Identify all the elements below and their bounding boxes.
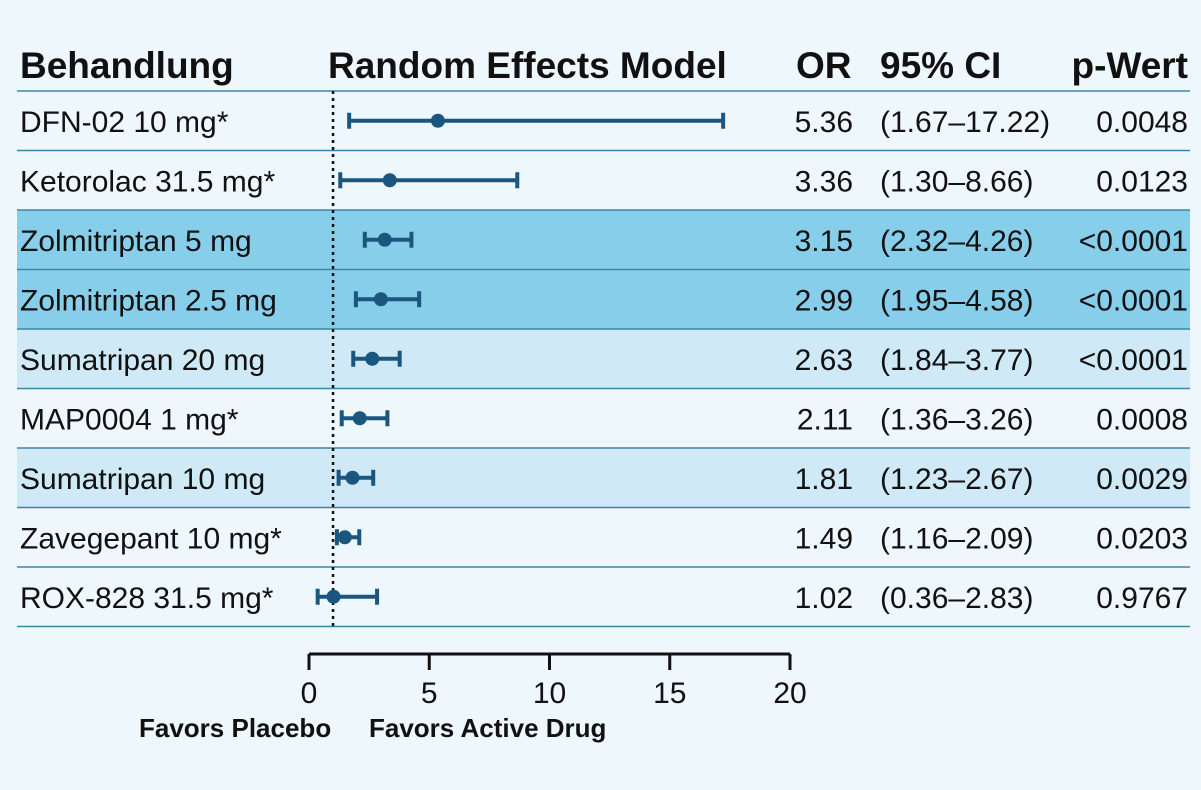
rows: DFN-02 10 mg* 5.36 (1.67–17.22) 0.0048 Ketor… [20,106,1188,615]
p-value: 0.9767 [1096,582,1188,615]
table-row: Sumatripan 20 mg 2.63 (1.84–3.77) <0.0001 [20,344,1188,377]
p-value: <0.0001 [1079,344,1188,377]
odds-ratio-value: 5.36 [795,106,853,139]
row-highlight [17,329,1190,389]
header-ci: 95% CI [880,45,1001,86]
p-value: 0.0029 [1096,463,1188,496]
x-tick-label: 0 [301,677,318,710]
p-value: <0.0001 [1079,225,1188,258]
confidence-interval-value: (1.95–4.58) [880,284,1033,317]
p-value: 0.0008 [1096,403,1188,436]
table-row: Zavegepant 10 mg* 1.49 (1.16–2.09) 0.0203 [20,522,1188,555]
odds-ratio-value: 3.36 [795,165,853,198]
odds-ratio-value: 1.49 [795,522,853,555]
point-estimate [365,351,380,366]
p-value: <0.0001 [1079,284,1188,317]
p-value: 0.0048 [1096,106,1188,139]
point-estimate [382,173,397,188]
odds-ratio-value: 2.63 [795,344,853,377]
treatment-label: Zolmitriptan 5 mg [20,225,252,258]
row-highlight [17,269,1190,329]
x-tick-label: 20 [773,677,806,710]
table-row: Ketorolac 31.5 mg* 3.36 (1.30–8.66) 0.0123 [20,165,1188,198]
p-value: 0.0203 [1096,522,1188,555]
treatment-label: Zavegepant 10 mg* [20,522,282,555]
x-tick-label: 5 [421,677,438,710]
table-row: Zolmitriptan 5 mg 3.15 (2.32–4.26) <0.0001 [20,225,1188,258]
odds-ratio-value: 2.11 [797,403,853,436]
treatment-label: MAP0004 1 mg* [20,403,239,436]
row-highlight [17,448,1190,508]
confidence-interval-value: (1.30–8.66) [880,165,1033,198]
odds-ratio-value: 2.99 [795,284,853,317]
treatment-label: DFN-02 10 mg* [20,106,229,139]
confidence-interval-value: (1.36–3.26) [880,403,1033,436]
point-estimate [326,589,341,604]
x-tick-label: 10 [533,677,566,710]
treatment-label: Ketorolac 31.5 mg* [20,165,275,198]
favors-placebo-label: Favors Placebo [139,713,331,743]
header-treatment: Behandlung [20,45,234,86]
table-row: Zolmitriptan 2.5 mg 2.99 (1.95–4.58) <0.000… [20,284,1188,317]
row-dividers [17,90,1190,628]
treatment-label: Zolmitriptan 2.5 mg [20,284,277,317]
table-row: ROX-828 31.5 mg* 1.02 (0.36–2.83) 0.9767 [20,582,1188,615]
point-estimate [352,411,367,426]
row-backgrounds [17,210,1190,508]
odds-ratio-value: 1.02 [795,582,853,615]
header-model: Random Effects Model [328,45,727,86]
confidence-interval-value: (1.67–17.22) [880,106,1050,139]
table-row: Sumatripan 10 mg 1.81 (1.23–2.67) 0.0029 [20,463,1188,496]
treatment-label: Sumatripan 10 mg [20,463,265,496]
point-estimate [345,470,360,485]
p-value: 0.0123 [1096,165,1188,198]
treatment-label: Sumatripan 20 mg [20,344,265,377]
point-estimate [373,292,388,307]
x-tick-label: 15 [653,677,686,710]
x-axis: 0 5 10 15 20 [301,652,807,710]
point-estimate [337,530,352,545]
header-or: OR [796,45,852,86]
table-row: DFN-02 10 mg* 5.36 (1.67–17.22) 0.0048 [20,106,1188,139]
treatment-label: ROX-828 31.5 mg* [20,582,274,615]
confidence-interval-value: (0.36–2.83) [880,582,1033,615]
odds-ratio-value: 1.81 [795,463,853,496]
confidence-interval-value: (1.16–2.09) [880,522,1033,555]
header-p-value: p-Wert [1072,45,1188,86]
confidence-interval-value: (1.84–3.77) [880,344,1033,377]
confidence-interval-value: (2.32–4.26) [880,225,1033,258]
confidence-interval-value: (1.23–2.67) [880,463,1033,496]
odds-ratio-value: 3.15 [795,225,853,258]
table-row: MAP0004 1 mg* 2.11 (1.36–3.26) 0.0008 [20,403,1188,436]
point-estimate [377,232,392,247]
row-highlight [17,210,1190,270]
favors-active-drug-label: Favors Active Drug [369,713,606,743]
point-estimate [430,113,445,128]
